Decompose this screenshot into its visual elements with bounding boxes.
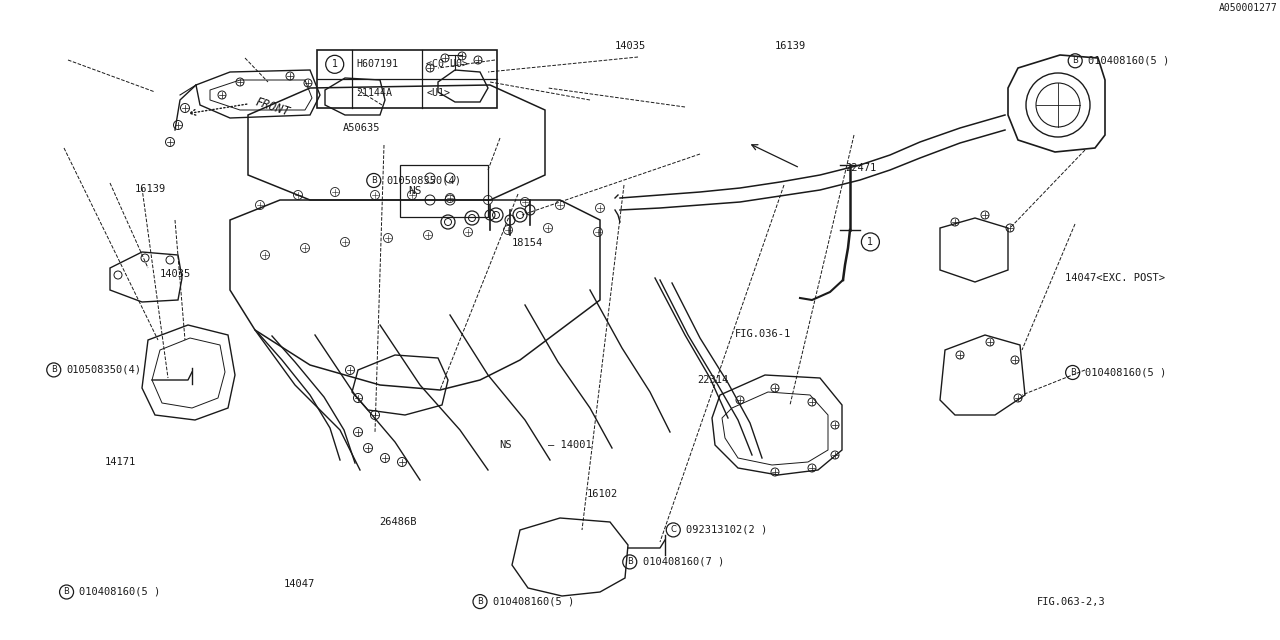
Text: B: B bbox=[64, 588, 69, 596]
Text: 16102: 16102 bbox=[586, 489, 617, 499]
Text: 010408160(5 ): 010408160(5 ) bbox=[79, 587, 160, 597]
Text: 14035: 14035 bbox=[160, 269, 191, 279]
Text: 010408160(7 ): 010408160(7 ) bbox=[643, 557, 723, 567]
Bar bbox=[317, 50, 497, 108]
Text: FIG.063-2,3: FIG.063-2,3 bbox=[1037, 596, 1106, 607]
Text: <U1>: <U1> bbox=[426, 88, 451, 98]
Text: C: C bbox=[671, 525, 676, 534]
Text: A50635: A50635 bbox=[343, 123, 380, 133]
Text: FRONT: FRONT bbox=[253, 96, 292, 119]
Text: NS: NS bbox=[408, 186, 421, 196]
Text: <C0 U0>: <C0 U0> bbox=[426, 60, 468, 69]
Text: B: B bbox=[51, 365, 56, 374]
Text: A050001277: A050001277 bbox=[1219, 3, 1277, 13]
Text: 22314: 22314 bbox=[698, 375, 728, 385]
Text: 010408160(5 ): 010408160(5 ) bbox=[1085, 367, 1166, 378]
Text: 092313102(2 ): 092313102(2 ) bbox=[686, 525, 767, 535]
Text: 14035: 14035 bbox=[614, 41, 645, 51]
Text: B: B bbox=[371, 176, 376, 185]
Text: 14047<EXC. POST>: 14047<EXC. POST> bbox=[1065, 273, 1165, 284]
Text: — 14001: — 14001 bbox=[548, 440, 591, 450]
Text: FIG.036-1: FIG.036-1 bbox=[735, 329, 791, 339]
Text: B: B bbox=[1070, 368, 1075, 377]
Text: 010508350(4): 010508350(4) bbox=[67, 365, 142, 375]
Text: 26486B: 26486B bbox=[379, 516, 416, 527]
Text: 22471: 22471 bbox=[845, 163, 876, 173]
Text: 14047: 14047 bbox=[284, 579, 315, 589]
Bar bbox=[399, 165, 488, 217]
Text: B: B bbox=[477, 597, 483, 606]
Text: H607191: H607191 bbox=[356, 60, 398, 69]
Text: 010408160(5 ): 010408160(5 ) bbox=[493, 596, 573, 607]
Text: B: B bbox=[627, 557, 632, 566]
Text: 1: 1 bbox=[868, 237, 873, 247]
Text: NS: NS bbox=[499, 440, 512, 450]
Text: 16139: 16139 bbox=[134, 184, 165, 194]
Text: 21144A: 21144A bbox=[356, 88, 392, 98]
Text: B: B bbox=[1073, 56, 1078, 65]
Text: 18154: 18154 bbox=[512, 238, 543, 248]
Text: 14171: 14171 bbox=[105, 457, 136, 467]
Text: 010408160(5 ): 010408160(5 ) bbox=[1088, 56, 1169, 66]
Text: 010508350(4): 010508350(4) bbox=[387, 175, 462, 186]
Text: 1: 1 bbox=[332, 60, 338, 69]
Text: 16139: 16139 bbox=[774, 41, 805, 51]
